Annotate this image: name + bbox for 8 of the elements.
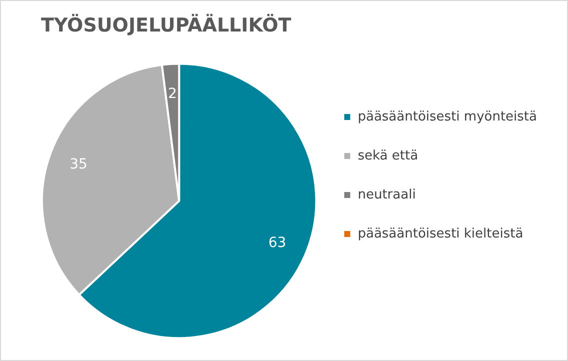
legend-label: neutraali <box>358 187 416 202</box>
legend-label: pääsääntöisesti myönteistä <box>358 109 538 124</box>
data-label: 35 <box>70 156 88 172</box>
chart-title: TYÖSUOJELUPÄÄLLIKÖT <box>41 13 292 36</box>
legend-label: pääsääntöisesti kielteistä <box>358 226 524 242</box>
legend-label: sekä että <box>358 148 418 164</box>
data-label: 63 <box>268 235 286 252</box>
data-label: 2 <box>168 86 177 102</box>
